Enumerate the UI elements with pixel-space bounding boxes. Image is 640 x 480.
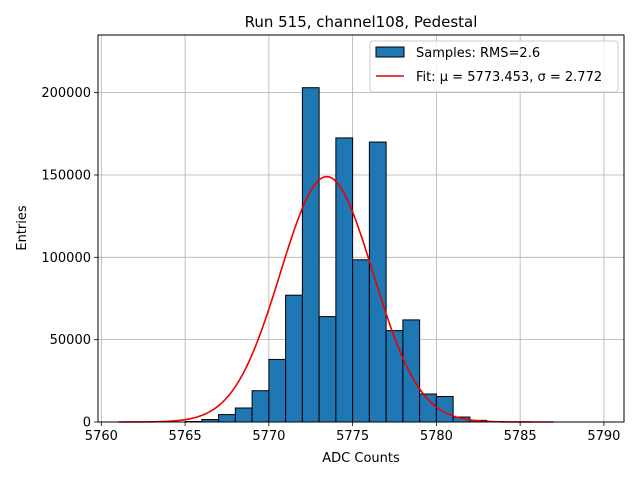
y-axis-label: Entries [15, 205, 30, 251]
legend-fit-label: Fit: μ = 5773.453, σ = 2.772 [416, 70, 602, 85]
histogram-bar-10 [352, 259, 370, 423]
legend: Samples: RMS=2.6 Fit: μ = 5773.453, σ = … [369, 40, 619, 93]
y-tick-label-3: 150000 [41, 168, 91, 183]
x-axis-label: ADC Counts [322, 451, 400, 466]
histogram-bar-9 [335, 137, 354, 423]
y-tick-label-1: 50000 [50, 333, 91, 348]
x-tick-label-4: 5780 [420, 429, 453, 444]
histogram-bar-13 [402, 319, 421, 423]
histogram-bar-12 [385, 330, 404, 423]
legend-fit-sigma: σ = 2.772 [538, 70, 603, 85]
histogram-bar-8 [318, 316, 337, 423]
x-tick-label-6: 5790 [587, 429, 620, 444]
x-tick-label-1: 5765 [169, 429, 202, 444]
histogram-bar-7 [301, 87, 320, 423]
plot-frame [97, 34, 625, 423]
x-tick-label-3: 5775 [336, 429, 369, 444]
histogram-bar-3 [234, 407, 253, 423]
legend-box [369, 40, 619, 93]
legend-fit-mu: μ = 5773.453 [440, 70, 529, 85]
x-tick-label-0: 5760 [85, 429, 118, 444]
y-tick-label-2: 100000 [41, 251, 91, 266]
histogram-bar-4 [251, 390, 270, 423]
x-axis: 5760 5765 5770 5775 5780 5785 5790 [85, 422, 620, 444]
histogram-bar-5 [268, 358, 287, 423]
y-tick-label-0: 0 [83, 416, 91, 431]
histogram-bar-11 [368, 141, 387, 423]
y-tick-label-4: 200000 [41, 86, 91, 101]
chart-title: Run 515, channel108, Pedestal [245, 13, 478, 31]
x-tick-label-5: 5785 [504, 429, 537, 444]
legend-fit-prefix: Fit: [416, 70, 440, 85]
histogram-bar-6 [285, 294, 303, 423]
fit-curve [118, 175, 554, 423]
y-axis: 0 50000 100000 150000 200000 [41, 86, 98, 431]
legend-bar-swatch [375, 46, 405, 58]
histogram-bar-2 [218, 414, 236, 423]
legend-samples-label: Samples: RMS=2.6 [416, 46, 540, 61]
x-tick-label-2: 5770 [252, 429, 285, 444]
legend-fit-sep: , [529, 70, 537, 85]
